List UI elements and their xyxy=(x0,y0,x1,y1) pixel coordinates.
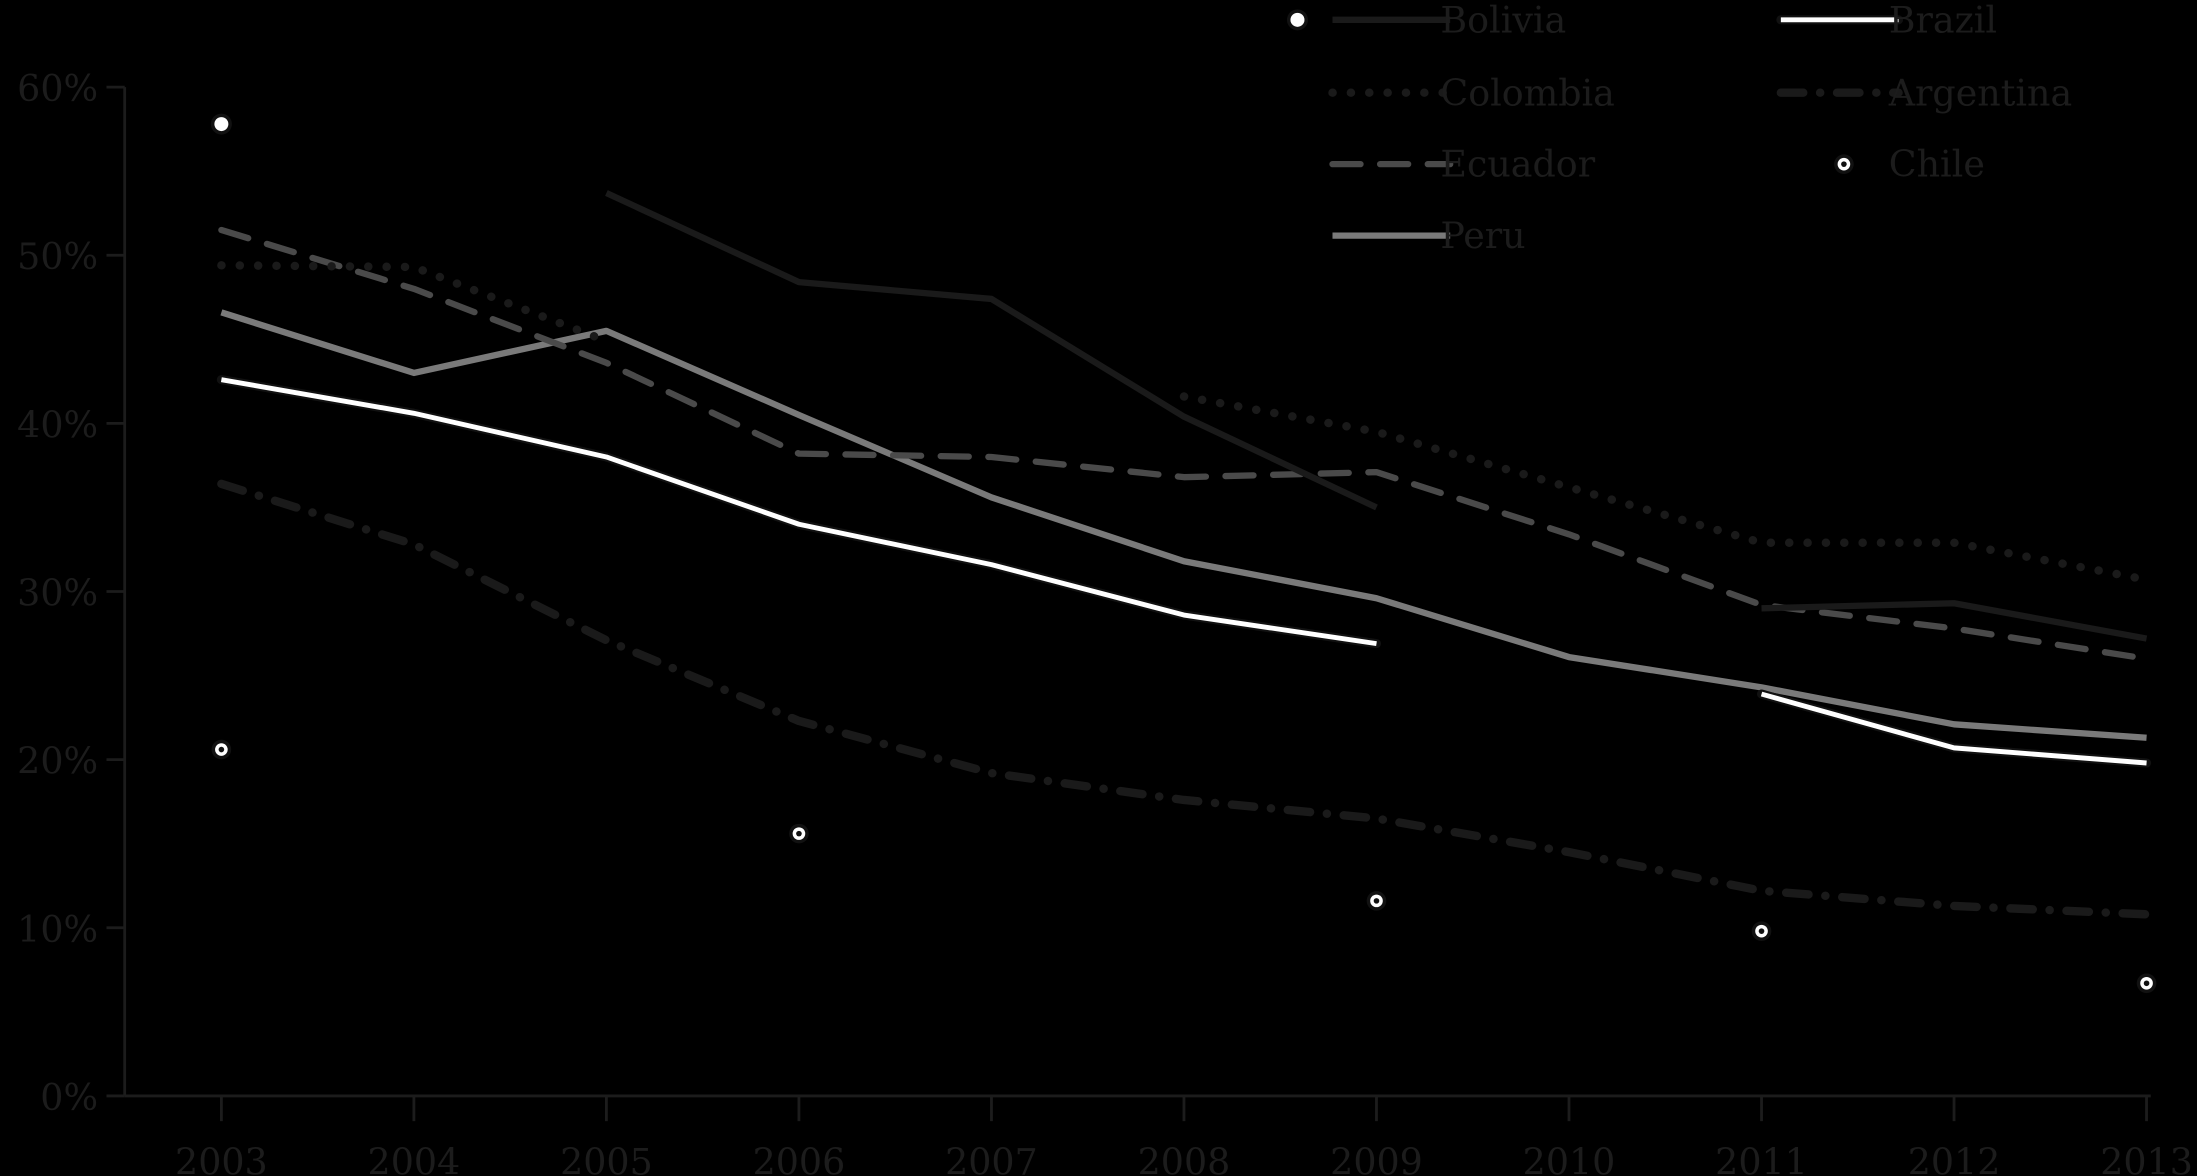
y-tick-label: 10% xyxy=(17,908,98,951)
series-bolivia xyxy=(210,113,2148,642)
x-tick-label: 2008 xyxy=(1138,1140,1231,1176)
legend-label: Bolivia xyxy=(1440,0,1566,41)
x-tick-label: 2013 xyxy=(2100,1140,2193,1176)
legend-label: Peru xyxy=(1440,214,1525,257)
axes: 0% 10% 20% 30% 40% 50% 60% 2003 2004 2005 2006 2007… xyxy=(17,67,2193,1176)
x-tick-label: 2009 xyxy=(1330,1140,1423,1176)
x-tick-label: 2012 xyxy=(1908,1140,2001,1176)
x-tick-label: 2010 xyxy=(1523,1140,1616,1176)
series-peru xyxy=(220,309,2147,741)
y-tick-label: 50% xyxy=(17,235,98,278)
legend: Bolivia Brazil Colombia Argentina Ecuador Chi… xyxy=(1286,0,2072,257)
x-tick-label: 2006 xyxy=(753,1140,846,1176)
legend-item-peru: Peru xyxy=(1332,214,1526,257)
x-tick-label: 2011 xyxy=(1715,1140,1808,1176)
legend-label: Ecuador xyxy=(1440,143,1595,186)
series-brazil xyxy=(216,375,2152,768)
x-tick-label: 2007 xyxy=(945,1140,1038,1176)
legend-label: Brazil xyxy=(1889,0,1997,41)
legend-item-bolivia: Bolivia xyxy=(1286,0,1566,41)
x-tick-label: 2003 xyxy=(175,1140,268,1176)
legend-item-chile: Chile xyxy=(1834,143,1985,186)
y-tick-label: 40% xyxy=(17,403,98,446)
series-group xyxy=(210,113,2157,994)
legend-label: Argentina xyxy=(1888,71,2072,114)
legend-label: Chile xyxy=(1889,143,1985,186)
legend-item-brazil: Brazil xyxy=(1776,0,1997,41)
x-tick-label: 2005 xyxy=(560,1140,653,1176)
y-tick-label: 30% xyxy=(17,572,98,615)
y-tick-label: 60% xyxy=(17,67,98,110)
x-tick-label: 2004 xyxy=(368,1140,461,1176)
legend-item-colombia: Colombia xyxy=(1328,71,1615,114)
legend-label: Colombia xyxy=(1440,71,1615,114)
legend-item-ecuador: Ecuador xyxy=(1329,143,1596,186)
y-tick-label: 20% xyxy=(17,740,98,783)
series-chile xyxy=(211,739,2157,994)
series-argentina xyxy=(217,479,2151,919)
legend-item-argentina: Argentina xyxy=(1776,71,2072,114)
series-ecuador xyxy=(218,226,2150,662)
y-tick-label: 0% xyxy=(40,1076,98,1119)
series-colombia xyxy=(217,261,2151,584)
